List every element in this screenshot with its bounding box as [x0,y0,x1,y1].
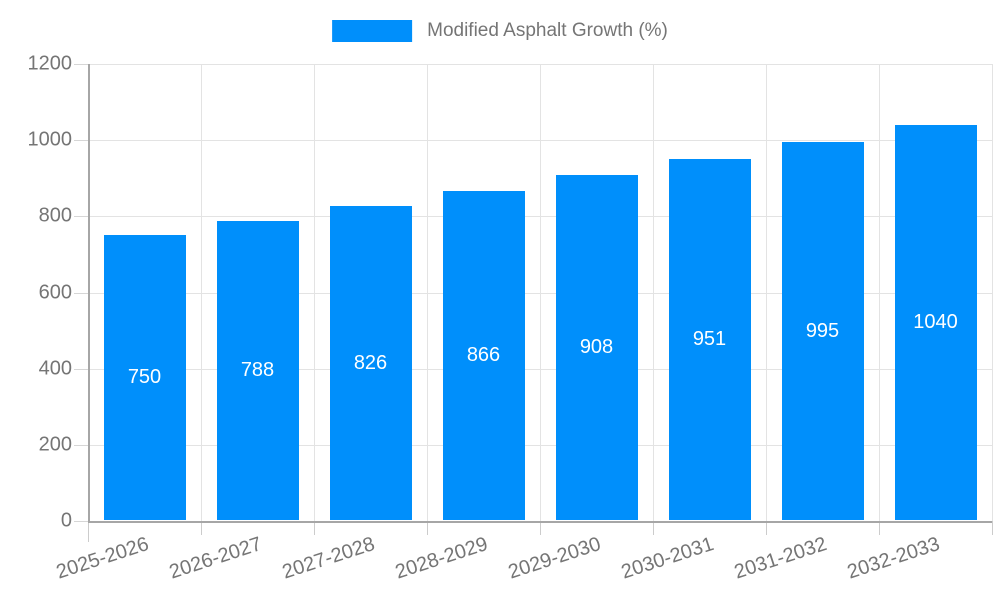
y-axis-label: 0 [60,509,72,532]
y-axis-tick [74,444,88,446]
y-axis-tick [74,521,88,522]
x-axis-tick [201,521,202,535]
bar-value-label: 866 [466,344,501,367]
bar-value-label: 908 [579,336,614,359]
legend-swatch [332,20,413,42]
bar-value-label: 951 [692,327,727,350]
x-axis-label: 2025-2026 [53,533,152,584]
y-axis-label: 1000 [27,128,73,151]
bar[interactable]: 1040 [894,124,977,520]
bar[interactable]: 951 [668,158,751,520]
x-axis-label: 2029-2030 [505,533,604,584]
x-axis-tick [540,521,541,535]
bar[interactable]: 826 [329,206,412,520]
y-axis-label: 600 [38,281,72,303]
x-axis-label: 2026-2027 [166,533,265,584]
x-axis-label: 2028-2029 [392,533,491,584]
x-axis-tick [427,521,428,535]
bar[interactable]: 995 [781,142,864,520]
x-gridline [427,64,428,521]
y-axis-tick [74,368,88,370]
legend-label: Modified Asphalt Growth (%) [427,20,668,41]
x-gridline [201,64,202,521]
x-gridline [540,64,541,521]
x-gridline [879,64,880,521]
x-axis-tick [766,521,767,535]
x-axis-tick [314,521,315,535]
bar-value-label: 788 [240,358,275,381]
x-axis-tick [88,521,89,542]
x-axis-label: 2032-2033 [844,533,943,584]
bar[interactable]: 750 [103,235,186,520]
x-axis-label: 2030-2031 [618,533,717,584]
x-axis [88,521,992,523]
y-axis-label: 800 [38,204,72,227]
y-axis-tick [74,292,88,294]
y-axis-label: 200 [38,433,72,456]
x-axis-tick [653,521,654,535]
bar-value-label: 1040 [913,310,958,333]
y-axis-label: 1200 [27,52,73,75]
bar-value-label: 995 [805,319,840,342]
x-gridline [766,64,767,521]
y-axis [88,64,90,521]
x-axis-label: 2027-2028 [279,533,378,584]
legend-item[interactable]: Modified Asphalt Growth (%) [332,20,668,42]
y-axis-label: 400 [38,357,72,380]
bar[interactable]: 788 [216,220,299,520]
x-axis-label: 2031-2032 [731,533,830,584]
y-axis-tick [74,216,88,218]
bar-value-label: 826 [353,351,388,374]
x-gridline [992,64,993,521]
bar[interactable]: 908 [555,175,638,520]
y-axis-tick [74,64,88,65]
bar-value-label: 750 [127,366,162,389]
x-axis-tick [992,521,993,535]
x-gridline [314,64,315,521]
x-axis-tick [879,521,880,535]
x-gridline [653,64,654,521]
y-axis-tick [74,140,88,142]
bar[interactable]: 866 [442,191,525,520]
